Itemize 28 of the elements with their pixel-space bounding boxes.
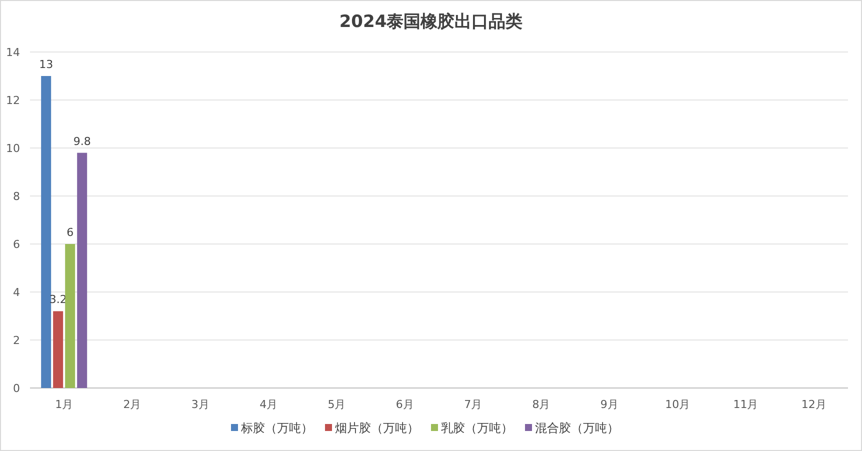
y-tick-label: 12	[6, 94, 20, 107]
legend-label: 乳胶（万吨）	[441, 421, 513, 435]
y-tick-label: 6	[13, 238, 20, 251]
x-tick-label: 4月	[260, 398, 278, 411]
x-tick-label: 10月	[665, 398, 690, 411]
y-tick-label: 10	[6, 142, 20, 155]
y-tick-label: 4	[13, 286, 20, 299]
data-label: 6	[66, 226, 74, 239]
x-tick-label: 12月	[801, 398, 826, 411]
y-tick-label: 14	[6, 46, 20, 59]
y-tick-label: 2	[13, 334, 20, 347]
x-tick-label: 2月	[123, 398, 142, 411]
y-tick-label: 0	[13, 382, 20, 395]
x-tick-label: 8月	[532, 398, 550, 411]
data-label: 13	[39, 58, 54, 71]
legend-label: 烟片胶（万吨）	[335, 421, 419, 435]
x-tick-label: 9月	[600, 398, 618, 411]
x-tick-label: 5月	[328, 398, 346, 411]
x-tick-label: 7月	[464, 398, 482, 411]
x-tick-label: 3月	[191, 398, 210, 411]
legend-label: 标胶（万吨）	[240, 421, 313, 435]
data-label: 9.8	[73, 134, 91, 148]
x-tick-label: 1月	[55, 398, 74, 411]
y-tick-label: 8	[13, 190, 20, 203]
legend-label: 混合胶（万吨）	[535, 421, 619, 435]
x-tick-label: 11月	[733, 398, 758, 411]
x-tick-label: 6月	[396, 398, 414, 411]
chart-title: 2024泰国橡胶出口品类	[339, 12, 523, 32]
